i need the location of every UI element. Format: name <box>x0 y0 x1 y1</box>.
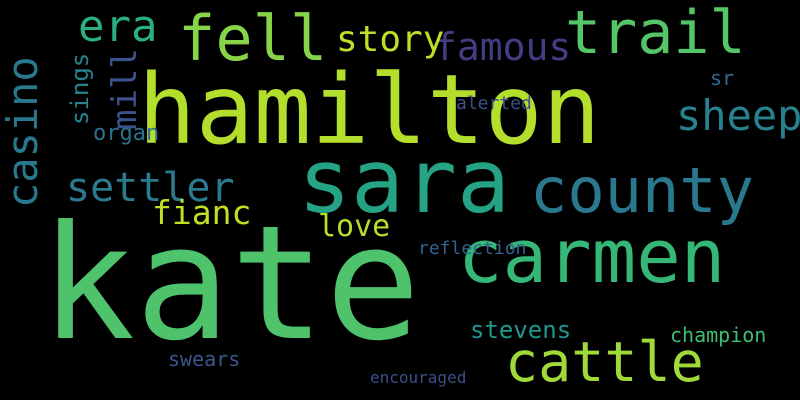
word-casino: casino <box>0 56 47 208</box>
word-sheep: sheep <box>676 91 800 140</box>
word-sr: sr <box>710 66 735 90</box>
word-champion: champion <box>670 323 767 347</box>
word-famous: famous <box>434 25 572 69</box>
word-kate: kate <box>40 192 421 376</box>
word-alerted: alerted <box>456 93 532 114</box>
word-hamilton: hamilton <box>138 54 601 166</box>
word-fell: fell <box>178 2 328 75</box>
word-trail: trail <box>565 0 746 68</box>
word-reflection: reflection <box>418 238 527 259</box>
word-settler: settler <box>66 165 235 211</box>
word-love: love <box>318 209 391 244</box>
word-sara: sara <box>298 130 510 233</box>
word-stevens: stevens <box>470 316 572 344</box>
word-cattle: cattle <box>505 330 704 394</box>
word-encouraged: encouraged <box>370 368 467 387</box>
word-swears: swears <box>168 347 241 371</box>
word-fianc: fianc <box>152 193 252 232</box>
word-mill: mill <box>105 48 145 130</box>
word-carmen: carmen <box>458 214 726 300</box>
word-sings: sings <box>66 52 94 125</box>
word-organ: organ <box>93 121 160 146</box>
word-story: story <box>336 19 445 60</box>
word-county: county <box>530 154 754 227</box>
word-era: era <box>78 1 158 52</box>
